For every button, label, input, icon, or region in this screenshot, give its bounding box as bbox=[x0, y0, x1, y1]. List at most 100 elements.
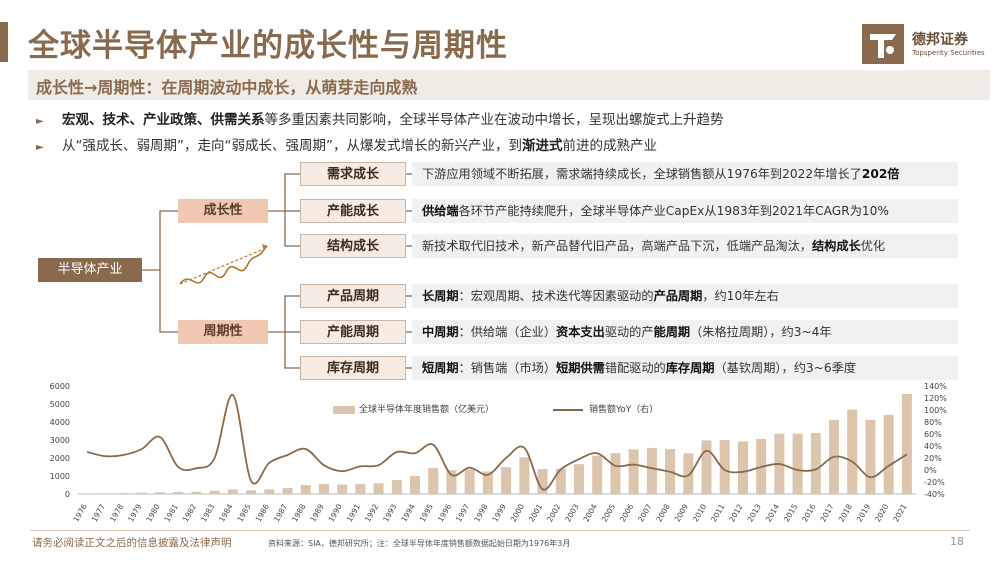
bullet-2-post: 前进的成熟产业 bbox=[562, 138, 657, 154]
bullet-arrow-icon: ► bbox=[36, 142, 44, 153]
x-tick-label: 2003 bbox=[563, 502, 580, 523]
y-right-tick-label: 0% bbox=[924, 466, 937, 475]
bar bbox=[901, 393, 912, 494]
bar bbox=[610, 453, 621, 494]
desc-bold: 202倍 bbox=[861, 167, 900, 181]
bar bbox=[865, 419, 876, 494]
subtitle: 成长性→周期性：在周期波动中成长，从萌芽走向成熟 bbox=[36, 78, 418, 97]
x-tick-label: 1978 bbox=[108, 502, 125, 523]
bar bbox=[555, 468, 566, 494]
y-left-tick-label: 2000 bbox=[50, 454, 70, 463]
desc-bold: 资本支出 bbox=[556, 325, 605, 339]
desc-text: 驱动的产 bbox=[604, 325, 654, 339]
y-right-tick-label: 20% bbox=[924, 454, 942, 463]
legend-bar: 全球半导体年度销售额（亿美元） bbox=[333, 402, 494, 415]
bar bbox=[391, 479, 402, 494]
x-tick-label: 1998 bbox=[472, 502, 489, 523]
x-tick-label: 2017 bbox=[818, 502, 835, 523]
y-left-tick-label: 6000 bbox=[50, 382, 70, 391]
desc-bold: 能周期 bbox=[653, 325, 691, 339]
x-tick-label: 1993 bbox=[381, 502, 398, 523]
bullet-2-bold: 渐进式 bbox=[521, 138, 563, 154]
bar bbox=[792, 433, 803, 494]
bar bbox=[701, 440, 712, 494]
x-tick-label: 2010 bbox=[691, 502, 708, 523]
desc-text: ，约10年左右 bbox=[702, 289, 779, 303]
spiral-growth-icon bbox=[179, 244, 268, 285]
title-accent-bar bbox=[0, 22, 8, 62]
bar bbox=[318, 484, 329, 494]
bar bbox=[519, 457, 530, 494]
subtitle-band bbox=[28, 70, 990, 100]
capacity-growth-node: 产能成长 bbox=[300, 199, 406, 223]
x-tick-label: 2015 bbox=[782, 502, 799, 523]
y-right-tick-label: 80% bbox=[924, 418, 942, 427]
bar bbox=[810, 432, 821, 494]
legend-bar-label: 全球半导体年度销售额（亿美元） bbox=[359, 405, 495, 415]
x-tick-label: 1980 bbox=[144, 502, 161, 523]
x-tick-label: 1996 bbox=[436, 502, 453, 523]
x-tick-label: 2005 bbox=[600, 502, 617, 523]
bar bbox=[282, 488, 293, 494]
x-tick-label: 1995 bbox=[418, 502, 435, 523]
bar bbox=[173, 492, 184, 494]
bar bbox=[628, 449, 639, 494]
bar bbox=[191, 491, 202, 494]
x-tick-label: 1981 bbox=[163, 502, 180, 523]
bar bbox=[154, 492, 165, 494]
x-tick-label: 2002 bbox=[545, 502, 562, 523]
y-right-tick-label: -20% bbox=[924, 478, 945, 487]
company-logo: 德邦证券 Topsperity Securities bbox=[862, 24, 990, 68]
x-tick-label: 2014 bbox=[764, 502, 781, 523]
footer-divider bbox=[30, 530, 970, 531]
bullet-arrow-icon: ► bbox=[36, 116, 44, 127]
source-note: 资料来源：SIA，德邦研究所；注：全球半导体年度销售额数据起始日期为1976年3… bbox=[268, 539, 571, 548]
y-right-tick-label: 100% bbox=[924, 406, 947, 415]
y-left-tick-label: 0 bbox=[65, 490, 70, 499]
desc-text: ：宏观周期、技术迭代等因素驱动的 bbox=[458, 289, 654, 303]
bar bbox=[136, 492, 147, 494]
x-tick-label: 1987 bbox=[272, 502, 289, 523]
x-tick-label: 2012 bbox=[727, 502, 744, 523]
inventory-cycle-node: 库存周期 bbox=[300, 356, 406, 380]
x-tick-label: 2019 bbox=[855, 502, 872, 523]
desc-bold: 短期供需 bbox=[556, 361, 605, 375]
x-tick-label: 1984 bbox=[217, 502, 234, 523]
bar bbox=[227, 489, 238, 494]
x-tick-label: 1983 bbox=[199, 502, 216, 523]
bullet-2-pre: 从“强成长、弱周期”，走向“弱成长、强周期”，从爆发式增长的新兴产业，到 bbox=[62, 138, 522, 154]
desc-text: ：供给端（企业） bbox=[458, 325, 557, 339]
x-tick-label: 2000 bbox=[509, 502, 526, 523]
x-tick-label: 2001 bbox=[527, 502, 544, 523]
capacity-growth-desc: 供给端各环节产能持续爬升，全球半导体产业CapEx从1983年到2021年CAG… bbox=[412, 199, 958, 223]
disclaimer-link[interactable]: 请务必阅读正文之后的信息披露及法律声明 bbox=[32, 537, 232, 549]
x-tick-label: 1985 bbox=[235, 502, 252, 523]
bullet-1: ► 宏观、技术、产业政策、供需关系等多重因素共同影响，全球半导体产业在波动中增长，… bbox=[36, 108, 724, 128]
x-tick-label: 1988 bbox=[290, 502, 307, 523]
x-tick-label: 2018 bbox=[837, 502, 854, 523]
x-tick-label: 1990 bbox=[327, 502, 344, 523]
x-tick-label: 1986 bbox=[254, 502, 271, 523]
desc-text: ：销售端（市场） bbox=[458, 361, 557, 375]
bullet-2: ► 从“强成长、弱周期”，走向“弱成长、强周期”，从爆发式增长的新兴产业，到渐进式… bbox=[36, 134, 657, 154]
bar bbox=[209, 490, 220, 494]
desc-bold: 供给端 bbox=[422, 204, 459, 218]
bar bbox=[573, 464, 584, 494]
logo-name: 德邦证券 bbox=[912, 32, 968, 48]
x-tick-label: 2008 bbox=[654, 502, 671, 523]
x-tick-label: 2016 bbox=[800, 502, 817, 523]
y-right-tick-label: 40% bbox=[924, 442, 942, 451]
logo-mark-icon bbox=[862, 24, 904, 64]
capacity-cycle-desc: 中周期：供给端（企业）资本支出驱动的产能周期（朱格拉周期），约3~4年 bbox=[412, 320, 958, 344]
x-tick-label: 2013 bbox=[746, 502, 763, 523]
bar bbox=[883, 414, 894, 494]
demand-growth-node: 需求成长 bbox=[300, 162, 406, 186]
desc-text: （朱格拉周期），约3~4年 bbox=[690, 325, 832, 339]
x-tick-label: 1999 bbox=[490, 502, 507, 523]
desc-bold: 库存周期 bbox=[665, 361, 715, 375]
bar bbox=[82, 493, 93, 494]
desc-text: （基钦周期），约3~6季度 bbox=[714, 361, 857, 375]
x-tick-label: 2020 bbox=[873, 502, 890, 523]
bar bbox=[100, 493, 111, 494]
